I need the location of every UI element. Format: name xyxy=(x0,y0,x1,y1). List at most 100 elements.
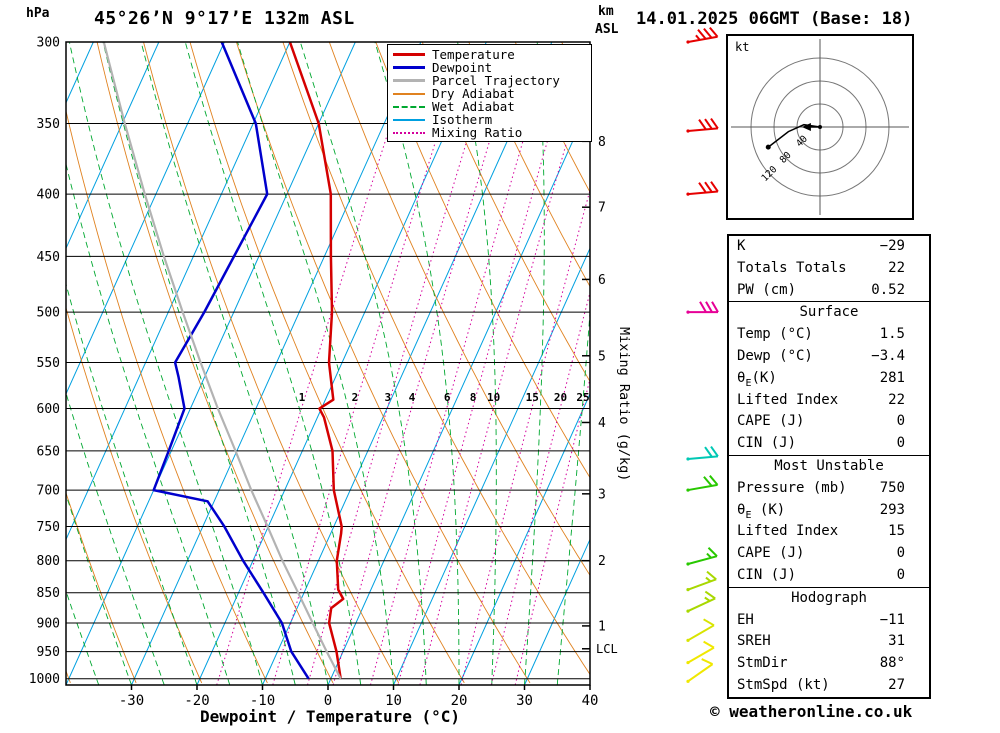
legend-label: Wet Adiabat xyxy=(432,99,515,114)
stat-row-totals-totals: Totals Totals 22 xyxy=(729,258,929,280)
legend-sample-line xyxy=(393,79,425,82)
stat-value: 281 xyxy=(879,369,905,386)
wind-barb-feather xyxy=(703,640,715,649)
stat-label: CAPE (J) xyxy=(737,545,805,562)
stat-label: θE (K) xyxy=(737,501,786,521)
dry-adiabat-line xyxy=(96,42,334,684)
pressure-tick-label: 550 xyxy=(37,356,60,371)
dry-adiabat-line xyxy=(328,42,590,577)
isotherm-line xyxy=(66,42,291,541)
wind-barb-feather xyxy=(698,119,707,131)
wind-barb xyxy=(686,618,715,642)
wind-barb-feather xyxy=(697,29,707,40)
wind-barb-staff xyxy=(687,646,715,664)
legend-item-dry-adiabat: Dry Adiabat xyxy=(388,87,591,100)
km-tick-label: 6 xyxy=(598,273,606,288)
pressure-tick-label: 650 xyxy=(37,444,60,459)
temp-tick-label: 20 xyxy=(451,693,468,709)
stat-value: 0 xyxy=(896,435,905,452)
stat-row-mu-cape: CAPE (J) 0 xyxy=(729,543,929,565)
wind-barb-feather xyxy=(703,618,715,627)
stat-value: −29 xyxy=(879,238,905,254)
wind-barb-station-dot xyxy=(686,609,690,613)
wind-barb-column xyxy=(686,26,719,683)
mixing-ratio-label: 6 xyxy=(444,391,451,404)
stat-row-eh: EH −11 xyxy=(729,610,929,632)
pressure-tick-label: 450 xyxy=(37,250,60,265)
isotherm-line xyxy=(458,392,590,685)
copyright: © weatheronline.co.uk xyxy=(710,702,913,721)
pressure-tick-label: 500 xyxy=(37,306,60,321)
legend-sample-line xyxy=(393,118,425,121)
stat-label: StmSpd (kt) xyxy=(737,676,830,693)
wind-barb xyxy=(686,181,719,196)
wind-barb-station-dot xyxy=(686,40,690,44)
stat-label: StmDir xyxy=(737,655,788,672)
mixing-ratio-line xyxy=(370,55,549,685)
pressure-tick-label: 1000 xyxy=(29,672,60,687)
stat-label: Pressure (mb) xyxy=(737,479,847,496)
wind-barb-feather xyxy=(709,26,719,38)
altitude-axis-unit-km: km xyxy=(598,4,614,19)
temperature-axis-label: Dewpoint / Temperature (°C) xyxy=(199,707,461,726)
stat-row-surface-lifted-index: Lifted Index 22 xyxy=(729,390,929,412)
legend-item-wet-adiabat: Wet Adiabat xyxy=(388,100,591,113)
wind-barb-station-dot xyxy=(686,588,690,592)
stat-value: 750 xyxy=(879,479,905,496)
isotherm-line xyxy=(327,101,590,685)
wet-adiabat-line xyxy=(66,493,132,685)
wet-adiabat-line xyxy=(140,42,329,685)
wind-barb xyxy=(686,301,719,314)
wind-barb-staff xyxy=(687,624,715,642)
datetime-title: 14.01.2025 06GMT (Base: 18) xyxy=(636,9,913,29)
stat-value: 1.5 xyxy=(879,326,905,343)
pressure-tick-label: 350 xyxy=(37,117,60,132)
dry-adiabat-line xyxy=(235,42,531,684)
stat-row-sreh: SREH 31 xyxy=(729,631,929,653)
wind-barb-half-feather xyxy=(704,596,711,602)
mixing-ratio-label: 8 xyxy=(470,391,477,404)
mixing-ratio-line xyxy=(216,55,413,685)
page-title: 45°26’N 9°17’E 132m ASL xyxy=(94,8,355,29)
wind-barb-feather xyxy=(707,547,718,557)
legend-item-isotherm: Isotherm xyxy=(388,113,591,126)
km-tick-label: 1 xyxy=(598,619,606,634)
wind-barb-staff xyxy=(687,597,716,612)
stat-label: SREH xyxy=(737,633,771,650)
wind-barb-feather xyxy=(705,301,713,313)
km-tick-label: 5 xyxy=(598,349,606,364)
isotherm-line xyxy=(262,42,553,685)
wet-adiabat-line xyxy=(524,42,545,685)
stat-value: 15 xyxy=(888,523,905,540)
legend-label: Mixing Ratio xyxy=(432,125,523,140)
isotherm-line xyxy=(393,247,590,685)
wet-adiabat-line xyxy=(299,42,427,685)
table-section-most-unstable: Most Unstable Pressure (mb) 750 θE (K) 293 Li… xyxy=(729,454,929,587)
stat-label: Lifted Index xyxy=(737,523,839,540)
km-tick-label: 2 xyxy=(598,554,606,569)
wind-barb-staff xyxy=(687,35,718,43)
wind-barb-half-feather xyxy=(695,34,701,41)
legend-label: Dry Adiabat xyxy=(432,86,515,101)
legend-label: Dewpoint xyxy=(432,60,493,75)
stat-label: PW (cm) xyxy=(737,281,797,298)
stat-row-pw: PW (cm) 0.52 xyxy=(729,280,929,302)
stat-value: −11 xyxy=(879,611,905,628)
wind-barb-half-feather xyxy=(706,552,712,559)
isotherm-line xyxy=(0,42,28,685)
wind-barb-feather xyxy=(706,570,717,581)
pressure-tick-label: 800 xyxy=(37,554,60,569)
temp-tick-label: -20 xyxy=(184,693,209,709)
wind-barb xyxy=(686,570,717,592)
temp-tick-label: 40 xyxy=(582,693,599,709)
wind-barb-station-dot xyxy=(686,562,690,566)
pressure-tick-label: 900 xyxy=(37,616,60,631)
mixing-ratio-label: 20 xyxy=(554,391,567,404)
legend: Temperature Dewpoint Parcel Trajectory Dry … xyxy=(387,44,592,142)
stat-row-mu-pressure: Pressure (mb) 750 xyxy=(729,478,929,500)
legend-item-mixing-ratio: Mixing Ratio xyxy=(388,126,591,139)
isotherm-line xyxy=(66,42,356,685)
skewt-grid xyxy=(0,42,590,685)
wind-barb-staff xyxy=(687,483,718,492)
